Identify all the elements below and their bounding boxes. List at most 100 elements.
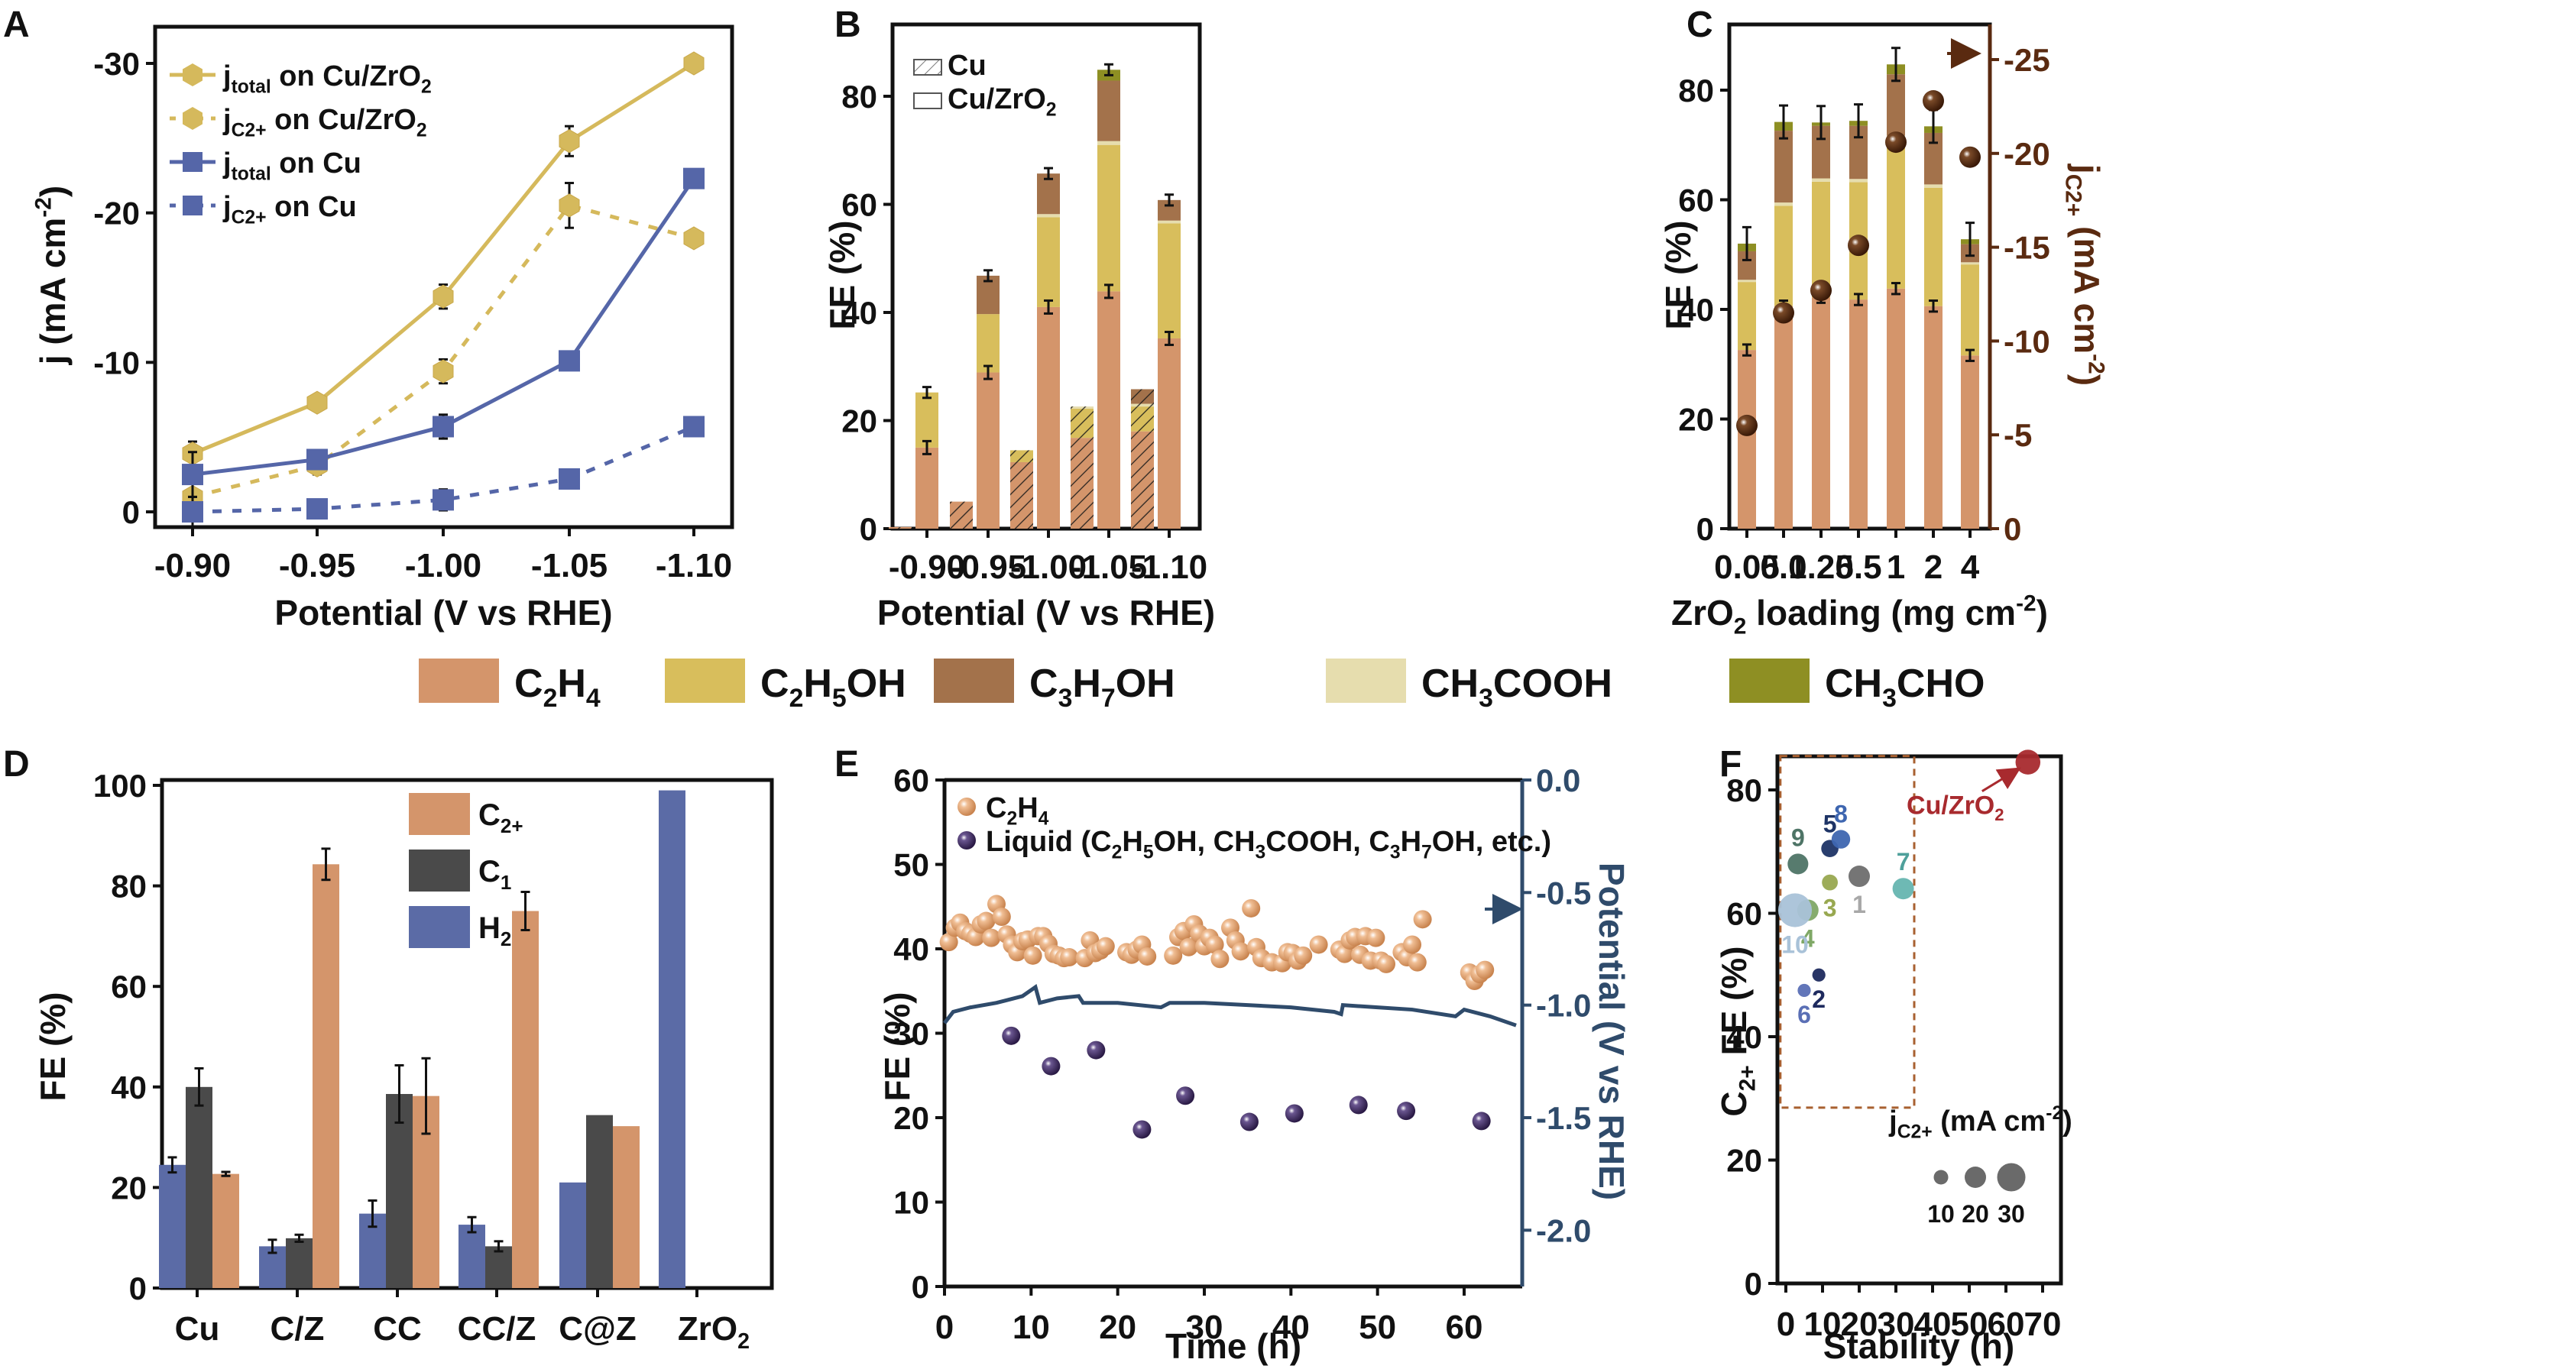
panel-label-e: E [834,744,859,785]
legend-label: jtotal on Cu/ZrO2 [222,60,432,98]
error-bar [1891,47,1900,83]
text-span: 2 [789,684,804,713]
error-bar [1854,293,1863,306]
x-tick-label: 60 [1446,1309,1483,1346]
text-span: Cu/ZrO [1907,791,1994,820]
legend-label: CH3COOH [1421,662,1612,713]
y-tick-label: 60 [893,762,929,798]
liquid-data-point [1397,1102,1416,1121]
data-point-7: 7 [1892,848,1914,900]
bar-hatch [1071,438,1094,529]
y-right-tick-label: -1.0 [1536,988,1591,1024]
bubble-label: 5 [1823,810,1837,837]
annotation-arrow [1981,767,2021,792]
data-point-6: 6 [1797,983,1811,1028]
data-point-square [683,167,705,189]
text-span: 2 [416,121,427,141]
bar-stack [1774,121,1793,529]
series-jc2-on-cu-zro2 [182,182,705,509]
x-tick-label: 40 [1914,1306,1952,1343]
text-span: 4 [1039,809,1049,830]
x-tick-label: 20 [1099,1309,1136,1346]
bar-segment-c3h7oh [1037,173,1060,215]
liquid-data-point [1176,1086,1195,1105]
c2h4-data-point [1366,928,1385,947]
text-span: j [2067,163,2107,174]
liquid-data-point [1042,1057,1061,1076]
y-tick-label: 80 [1726,772,1762,808]
text-span: 4 [586,684,601,713]
bar-c1 [286,1238,313,1288]
y-axis-title: FE (%) [33,992,73,1101]
bubble [1812,968,1826,982]
error-bar [1044,299,1053,315]
y-tick-label: 80 [841,79,877,115]
bar-c2plus [212,1173,239,1288]
x-tick-label: 0 [1777,1306,1795,1343]
y-right-tick-label: -10 [2004,323,2050,359]
error-bar [1165,193,1174,207]
bar-segment-c2h4 [1887,288,1905,529]
bar-segment-ch3cooh [1961,262,1979,265]
bar-segment-c2h5oh [1924,187,1943,306]
text-span: -2 [2046,1103,2062,1124]
legend-label: jC2+ on Cu/ZrO2 [222,104,427,141]
bar-c1 [186,1086,212,1288]
bar-segment-c2h4 [1158,338,1181,529]
bar-c2plus [512,911,539,1288]
legend-label: C2H5OH [760,662,906,713]
x-axis-title: Time (h) [1165,1326,1301,1366]
bar-h2 [559,1182,586,1288]
text-span: 5 [832,684,847,713]
text-span: -2 [2083,354,2108,374]
legend-label: H2 [478,911,511,950]
c2h4-data-point [1164,946,1183,965]
error-bar [1742,343,1751,357]
data-point-1: 1 [1849,866,1870,918]
data-point-square [683,416,705,438]
y-tick-label: 100 [93,768,147,804]
y-tick-label: 0 [1696,511,1714,547]
error-bar [194,1066,204,1107]
series-jtotal-on-cu-zro2 [182,51,705,467]
error-bar [1929,299,1938,313]
shared-legend: C2H4 C2H5OH C3H7OH CH3COOH CH3CHO [419,659,1985,713]
highlight-box [1779,755,1916,1109]
error-bar [421,1057,431,1135]
bar-segment-c2h4 [1037,306,1060,529]
liquid-data-point [1472,1112,1491,1131]
error-bar [1165,330,1174,346]
plot-frame [1775,754,2063,1286]
text-span: 7 [1421,843,1432,863]
bubble-label: 4 [1801,924,1815,952]
text-span: ) [2062,1105,2072,1138]
data-point-cu-zro2: Cu/ZrO2 [1907,749,2041,824]
text-span: on Cu/ZrO [267,104,416,136]
bar-segment-c2h5oh [1961,264,1979,356]
text-span: j [222,191,232,223]
legend-swatch [409,850,470,892]
text-span: 2 [737,1329,750,1354]
error-bar [520,890,530,932]
x-tick-label: 10 [1013,1309,1050,1346]
jc2-data-point [1773,302,1794,324]
x-tick-label: 0.5 [1835,549,1881,586]
c2h4-data-point [1476,960,1495,979]
bar-cu [950,501,973,529]
data-point-square [306,448,328,471]
y-tick-label: 20 [111,1170,147,1206]
x-tick-label: 0.05 [1714,549,1780,586]
y-axis-title: FE (%) [877,992,917,1101]
text-span: j [222,104,232,136]
legend-marker-hexagon [183,107,203,130]
bar-segment-c2h5oh [1158,223,1181,338]
bar-hatch [1010,450,1033,462]
error-bar [267,1238,277,1254]
c2h4-data-point [1138,947,1157,966]
bar-segment-c2h5oh [1097,144,1120,292]
error-bar [167,1156,177,1174]
text-span: FE (%) [1714,946,1754,1065]
legend-item-c2h4: C2H4 [419,659,601,713]
